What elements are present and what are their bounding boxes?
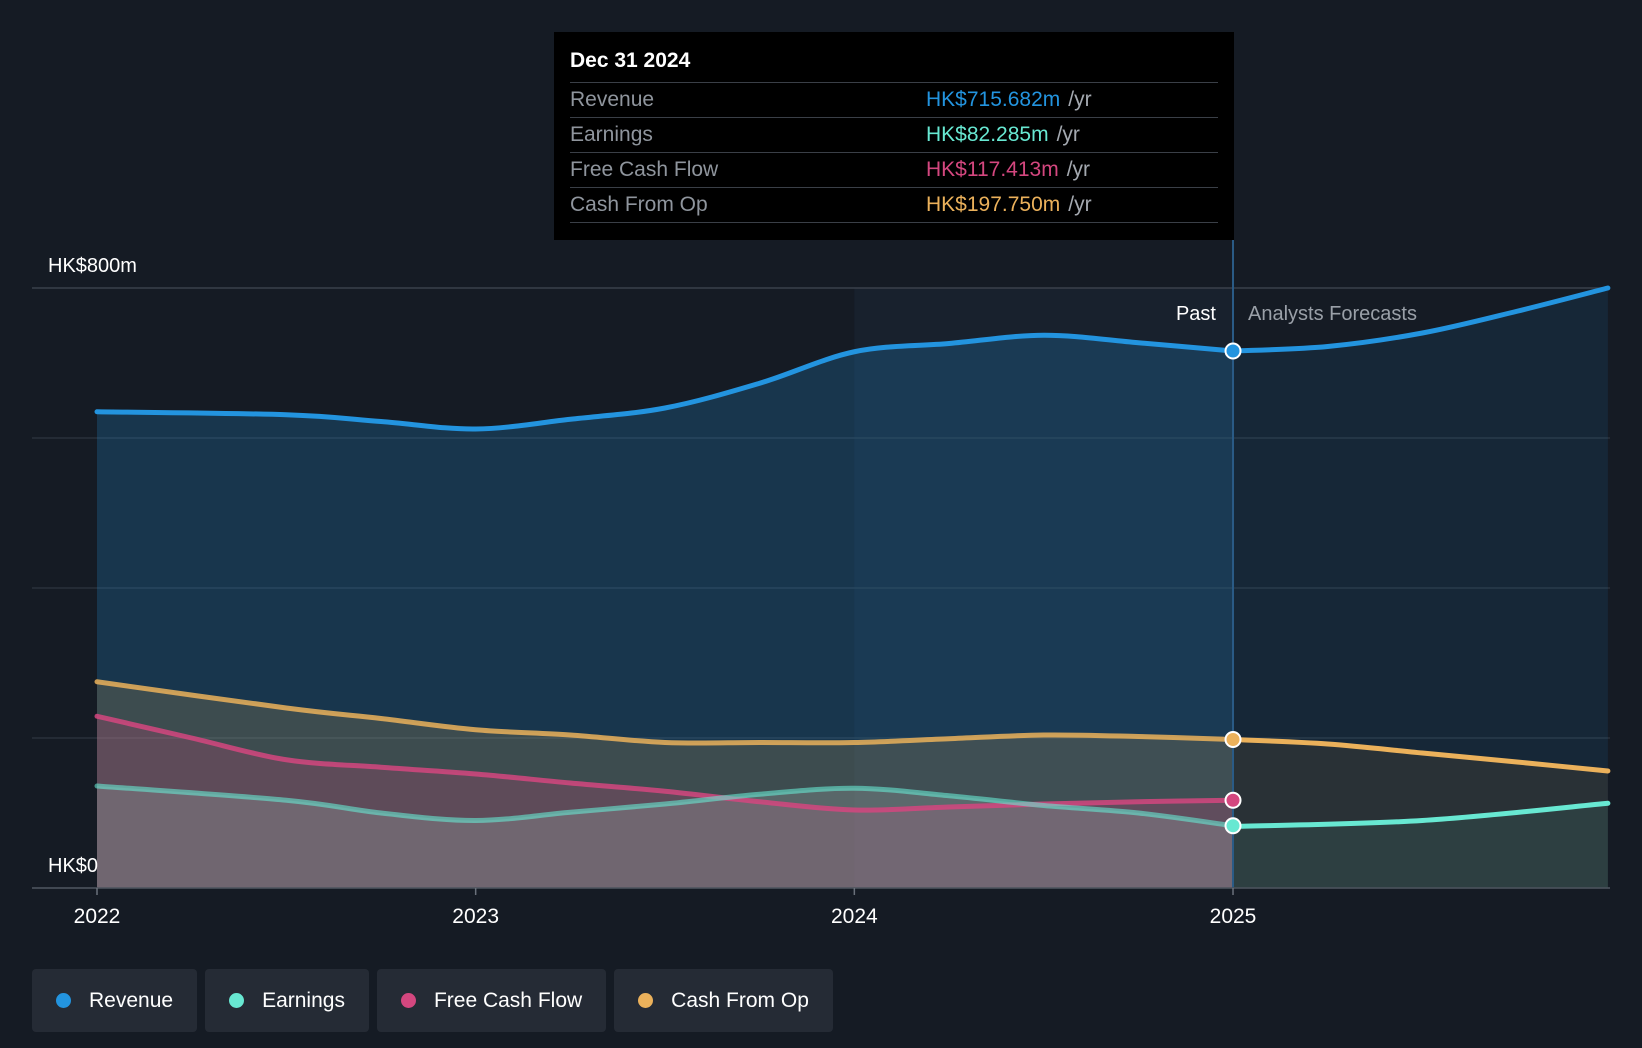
legend-item-cash-from-op[interactable]: Cash From Op [614, 969, 833, 1032]
cfo-line-forecast [1230, 737, 1611, 774]
tooltip-label: Cash From Op [570, 193, 708, 216]
tooltip-label: Earnings [570, 123, 653, 146]
x-axis: 2022 2023 2024 2025 [32, 887, 1610, 928]
chart: 2022 2023 2024 2025 HK$800m HK$0 Past Analy… [32, 240, 1611, 928]
y-axis-top-label: HK$800m [48, 255, 137, 277]
tooltip-value: HK$117.413m/yr [926, 158, 1091, 181]
legend-label: Cash From Op [671, 988, 809, 1012]
legend-item-revenue[interactable]: Revenue [32, 969, 198, 1032]
x-tick-label: 2022 [74, 905, 121, 928]
x-tick-label: 2023 [452, 905, 499, 928]
legend-label: Earnings [262, 988, 345, 1012]
earnings-dot-icon [229, 993, 245, 1008]
free-cash-flow-dot-icon [400, 993, 416, 1008]
earnings-line-past [94, 783, 1236, 829]
cash-from-op-area-past [97, 681, 1234, 888]
cash-from-op-dot-icon [638, 993, 654, 1008]
legend-item-earnings[interactable]: Earnings [205, 969, 369, 1032]
legend-item-free-cash-flow[interactable]: Free Cash Flow [376, 969, 607, 1032]
revenue-line-past [94, 332, 1236, 432]
revenue-dot-icon [56, 993, 71, 1008]
series-areas [97, 288, 1608, 889]
tooltip-row-free-cash-flow: Free Cash Flow HK$117.413m/yr [570, 152, 1218, 187]
tooltip-row-cash-from-op: Cash From Op HK$197.750m/yr [570, 187, 1218, 223]
earnings-marker[interactable] [1224, 817, 1242, 835]
revenue-marker[interactable] [1224, 342, 1242, 360]
tooltip-row-revenue: Revenue HK$715.682m/yr [570, 82, 1218, 117]
revenue-area-forecast [1233, 288, 1608, 888]
tooltip-date: Dec 31 2024 [570, 49, 691, 72]
analysts-forecasts-label: Analysts Forecasts [1248, 303, 1417, 325]
tooltip: Dec 31 2024 Revenue HK$715.682m/yr Earni… [554, 32, 1234, 240]
tooltip-label: Free Cash Flow [570, 158, 719, 181]
legend-label: Revenue [89, 988, 174, 1012]
series-lines [94, 285, 1611, 829]
tooltip-row-earnings: Earnings HK$82.285m/yr [570, 117, 1218, 152]
earnings-area-past [97, 786, 1234, 888]
tooltip-label: Revenue [570, 88, 655, 111]
past-label: Past [1176, 303, 1216, 325]
cfo-marker[interactable] [1224, 731, 1242, 748]
x-tick-label: 2024 [831, 905, 878, 928]
tooltip-value: HK$197.750m/yr [926, 193, 1092, 216]
revenue-area-past [97, 335, 1234, 889]
series-markers[interactable] [1224, 342, 1242, 835]
earnings-line-forecast [1230, 800, 1611, 829]
y-axis-bottom-label: HK$0 [48, 855, 98, 877]
tooltip-value: HK$715.682m/yr [926, 88, 1092, 111]
fcf-marker[interactable] [1224, 791, 1242, 809]
tooltip-value: HK$82.285m/yr [926, 123, 1080, 146]
x-tick-label: 2025 [1210, 905, 1257, 928]
legend: Revenue Earnings Free Cash Flow Cash Fro… [32, 969, 833, 1032]
cash-from-op-area-forecast [1233, 739, 1608, 888]
cfo-line-past [94, 679, 1236, 746]
legend-label: Free Cash Flow [433, 988, 583, 1012]
revenue-line-forecast [1230, 285, 1611, 354]
